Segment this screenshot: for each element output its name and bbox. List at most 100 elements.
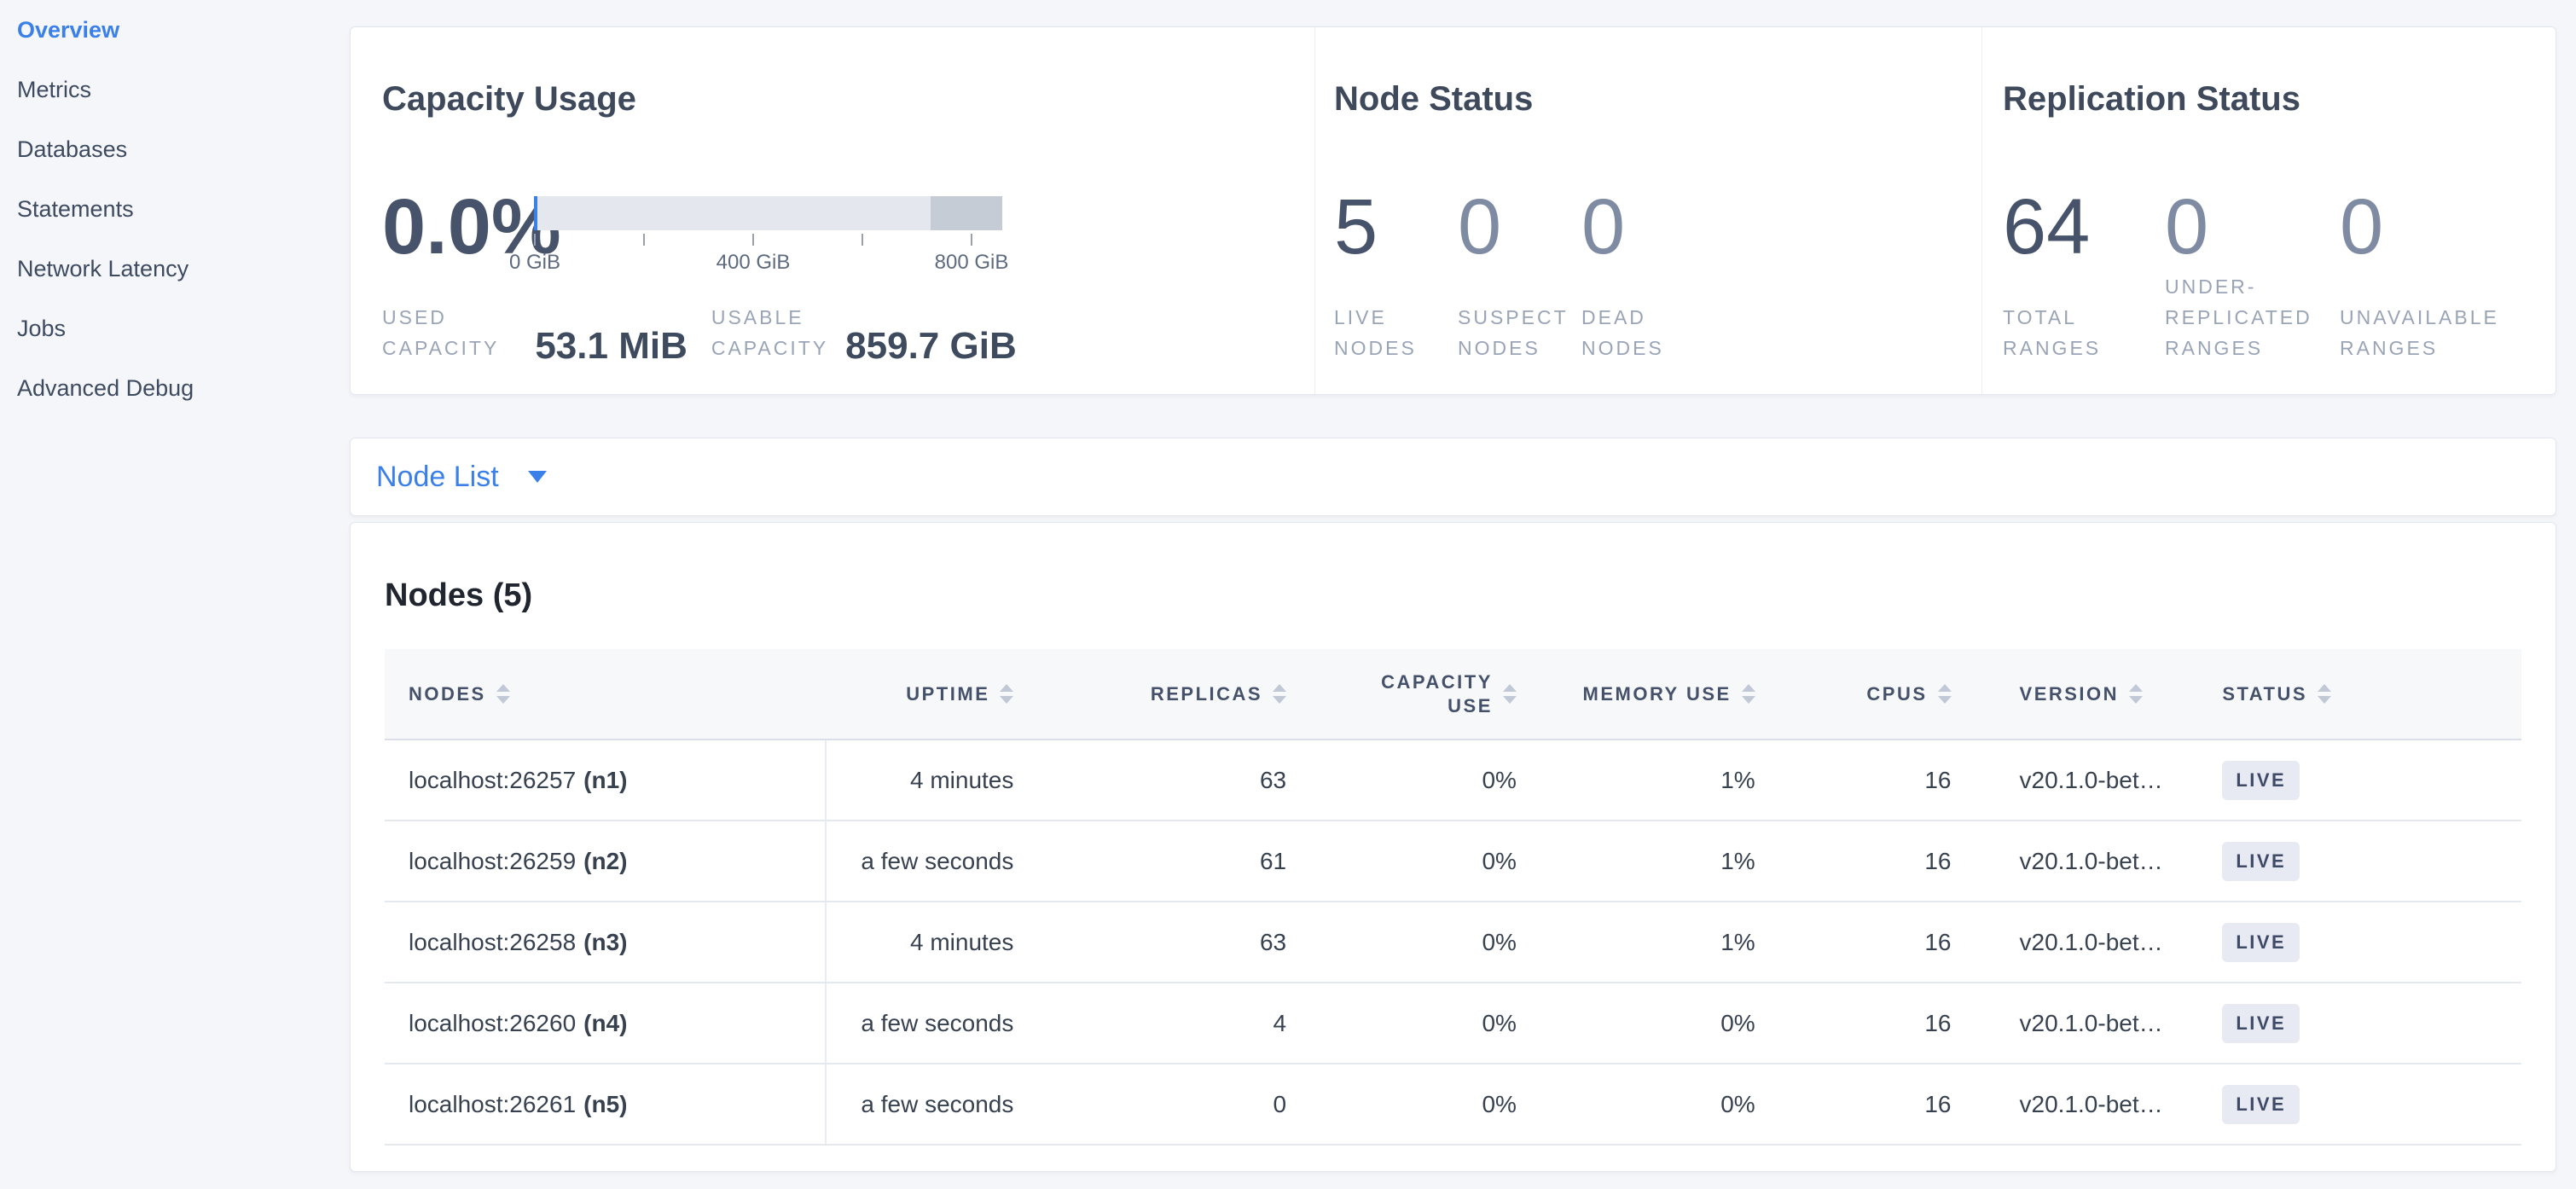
node-id: (n2) bbox=[583, 847, 628, 874]
column-header-uptime[interactable]: UPTIME bbox=[827, 683, 1040, 705]
node-status-section: Node Status 5 0 0 LIVE NODES SUSPECT NOD… bbox=[1314, 27, 1981, 394]
sidebar-item-advanced-debug[interactable]: Advanced Debug bbox=[17, 374, 194, 401]
capacity-bar-nonusable-segment bbox=[931, 196, 1002, 230]
status-cell: LIVE bbox=[2208, 740, 2521, 820]
sidebar: Overview Metrics Databases Statements Ne… bbox=[0, 0, 333, 1189]
node-address-cell: localhost:26259 (n2) bbox=[385, 821, 827, 901]
table-row-node-2[interactable]: localhost:26259 (n2) a few seconds 61 0%… bbox=[385, 821, 2521, 902]
sort-icon bbox=[1502, 684, 1517, 704]
status-badge: LIVE bbox=[2222, 841, 2300, 881]
node-status-title: Node Status bbox=[1334, 80, 1534, 118]
sidebar-item-databases[interactable]: Databases bbox=[17, 136, 128, 162]
uptime-cell: 4 minutes bbox=[909, 928, 1014, 955]
nodes-table-card: Nodes (5) NODES UPTIME REPLICAS CAPACITY… bbox=[350, 522, 2556, 1172]
capacity-bar-block: 0 GiB 400 GiB 800 GiB bbox=[509, 196, 1063, 276]
status-cell: LIVE bbox=[2208, 983, 2521, 1063]
sort-icon bbox=[1741, 684, 1755, 704]
uptime-cell: 4 minutes bbox=[909, 766, 1014, 793]
nodes-table-header: NODES UPTIME REPLICAS CAPACITY USE MEMOR… bbox=[385, 649, 2521, 740]
sidebar-nav-list: Overview Metrics Databases Statements Ne… bbox=[0, 0, 333, 418]
replication-counts: 64 0 0 bbox=[2003, 183, 2556, 270]
capacity-use-cell: 0% bbox=[1482, 847, 1517, 874]
used-capacity-value: 53.1 MiB bbox=[535, 325, 688, 367]
version-cell: v20.1.0-bet… bbox=[2019, 1009, 2163, 1036]
sort-icon bbox=[1937, 684, 1952, 704]
status-cell: LIVE bbox=[2208, 1064, 2521, 1144]
node-id: (n1) bbox=[583, 766, 628, 793]
sort-icon bbox=[1273, 684, 1287, 704]
status-cell: LIVE bbox=[2208, 902, 2521, 982]
node-host: localhost:26257 bbox=[409, 766, 577, 793]
column-header-version[interactable]: VERSION bbox=[1977, 683, 2209, 705]
uptime-cell: a few seconds bbox=[861, 1090, 1014, 1117]
live-nodes-count: 5 bbox=[1334, 183, 1378, 270]
cpus-cell: 16 bbox=[1924, 928, 1952, 955]
node-list-dropdown[interactable]: Node List bbox=[350, 438, 2556, 516]
sidebar-item-metrics[interactable]: Metrics bbox=[17, 76, 91, 102]
suspect-nodes-label: SUSPECT NODES bbox=[1458, 306, 1569, 359]
node-list-dropdown-label: Node List bbox=[376, 460, 499, 493]
capacity-use-cell: 0% bbox=[1482, 1090, 1517, 1117]
table-row-node-1[interactable]: localhost:26257 (n1) 4 minutes 63 0% 1% … bbox=[385, 740, 2521, 821]
column-header-replicas-label: REPLICAS bbox=[1150, 682, 1263, 705]
sidebar-item-overview[interactable]: Overview bbox=[17, 16, 120, 43]
uptime-cell: a few seconds bbox=[861, 847, 1014, 874]
column-header-memory-use-label: MEMORY USE bbox=[1582, 682, 1732, 705]
node-address-cell: localhost:26260 (n4) bbox=[385, 983, 827, 1063]
sort-icon bbox=[2318, 684, 2332, 704]
column-header-capacity-use[interactable]: CAPACITY USE bbox=[1312, 670, 1542, 718]
nodes-table: NODES UPTIME REPLICAS CAPACITY USE MEMOR… bbox=[385, 649, 2521, 1146]
total-ranges-count: 64 bbox=[2003, 183, 2091, 270]
node-address-cell: localhost:26258 (n3) bbox=[385, 902, 827, 982]
table-row-node-3[interactable]: localhost:26258 (n3) 4 minutes 63 0% 1% … bbox=[385, 902, 2521, 983]
sidebar-item-jobs[interactable]: Jobs bbox=[17, 315, 67, 341]
main-content: Capacity Usage 0.0% 0 GiB 400 GiB bbox=[350, 0, 2556, 1172]
dead-nodes-label: DEAD NODES bbox=[1581, 306, 1664, 359]
unavailable-count: 0 bbox=[2340, 183, 2384, 270]
capacity-bar-used-segment bbox=[534, 196, 537, 230]
replicas-cell: 61 bbox=[1259, 847, 1287, 874]
version-cell: v20.1.0-bet… bbox=[2019, 847, 2163, 874]
column-header-nodes[interactable]: NODES bbox=[385, 683, 827, 705]
capacity-axis-labels: 0 GiB 400 GiB 800 GiB bbox=[509, 251, 1063, 276]
sort-icon bbox=[496, 684, 510, 704]
node-status-counts: 5 0 0 bbox=[1334, 183, 1981, 270]
under-replicated-count: 0 bbox=[2165, 183, 2209, 270]
usable-capacity-label: USABLE CAPACITY bbox=[711, 306, 829, 359]
table-row-node-4[interactable]: localhost:26260 (n4) a few seconds 4 0% … bbox=[385, 983, 2521, 1064]
memory-use-cell: 1% bbox=[1720, 766, 1755, 793]
column-header-status[interactable]: STATUS bbox=[2208, 683, 2521, 705]
replicas-cell: 63 bbox=[1259, 928, 1287, 955]
usable-capacity-value: 859.7 GiB bbox=[845, 325, 1017, 367]
version-cell: v20.1.0-bet… bbox=[2019, 928, 2163, 955]
unavailable-label: UNAVAILABLE RANGES bbox=[2340, 306, 2499, 359]
column-header-cpus[interactable]: CPUS bbox=[1781, 683, 1977, 705]
uptime-cell: a few seconds bbox=[861, 1009, 1014, 1036]
column-header-replicas[interactable]: REPLICAS bbox=[1039, 683, 1312, 705]
node-id: (n5) bbox=[583, 1090, 628, 1117]
node-id: (n3) bbox=[583, 928, 628, 955]
cpus-cell: 16 bbox=[1924, 1090, 1952, 1117]
suspect-nodes-count: 0 bbox=[1458, 183, 1502, 270]
under-replicated-label: UNDER- REPLICATED RANGES bbox=[2165, 276, 2312, 359]
sort-icon bbox=[2129, 684, 2144, 704]
axis-label-400gib: 400 GiB bbox=[716, 251, 791, 274]
node-host: localhost:26259 bbox=[409, 847, 577, 874]
column-header-nodes-label: NODES bbox=[409, 682, 486, 705]
node-host: localhost:26258 bbox=[409, 928, 577, 955]
sidebar-item-statements[interactable]: Statements bbox=[17, 195, 134, 222]
status-badge: LIVE bbox=[2222, 1003, 2300, 1043]
table-row-node-5[interactable]: localhost:26261 (n5) a few seconds 0 0% … bbox=[385, 1064, 2521, 1146]
cpus-cell: 16 bbox=[1924, 847, 1952, 874]
cpus-cell: 16 bbox=[1924, 1009, 1952, 1036]
replication-status-section: Replication Status 64 0 0 TOTAL RANGES U… bbox=[1981, 27, 2556, 394]
sidebar-item-network-latency[interactable]: Network Latency bbox=[17, 255, 189, 281]
memory-use-cell: 0% bbox=[1720, 1090, 1755, 1117]
memory-use-cell: 0% bbox=[1720, 1009, 1755, 1036]
capacity-usage-title: Capacity Usage bbox=[382, 80, 636, 118]
replicas-cell: 63 bbox=[1259, 766, 1287, 793]
sort-icon bbox=[1000, 684, 1014, 704]
column-header-memory-use[interactable]: MEMORY USE bbox=[1542, 683, 1781, 705]
status-badge: LIVE bbox=[2222, 1084, 2300, 1124]
capacity-use-cell: 0% bbox=[1482, 766, 1517, 793]
